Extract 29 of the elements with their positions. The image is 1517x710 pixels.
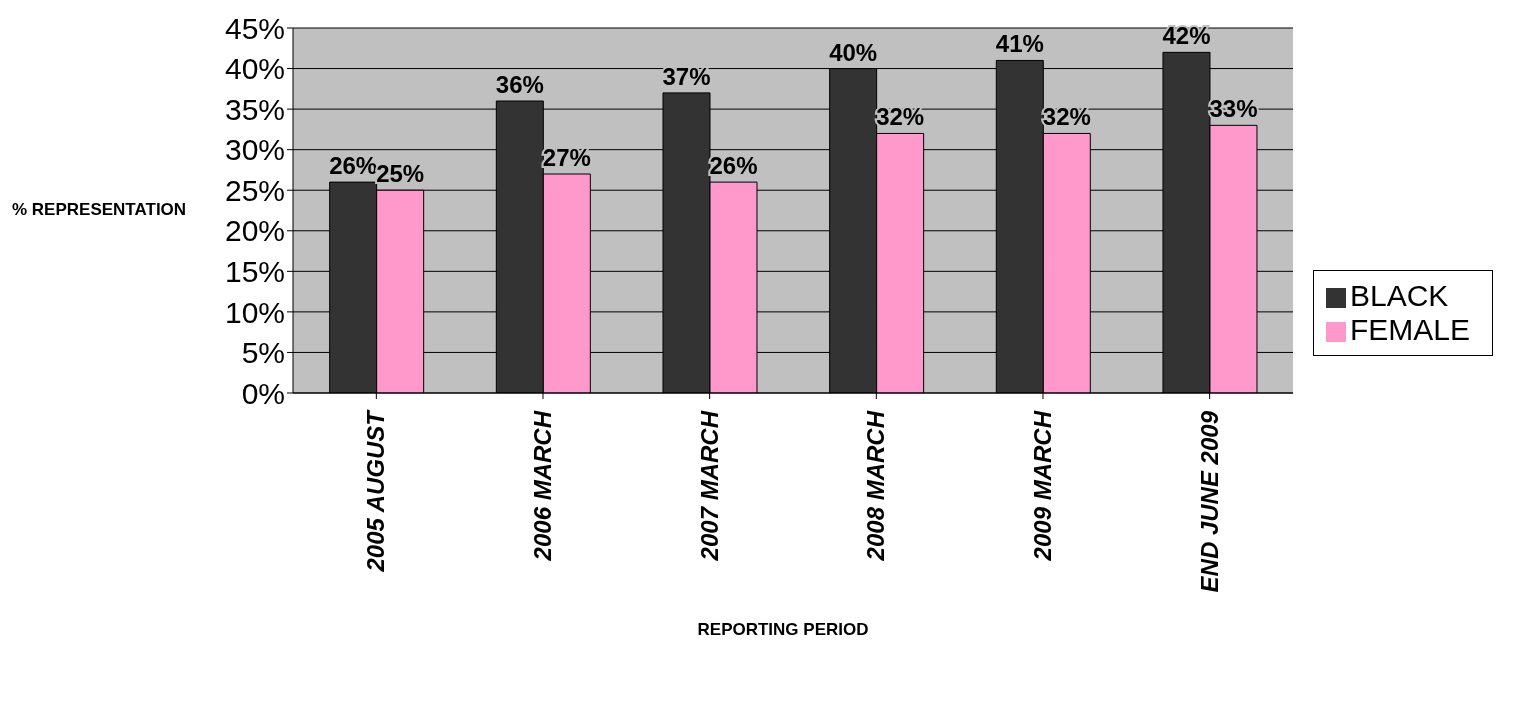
y-tick-label: 45% bbox=[224, 11, 285, 45]
y-tick-label: 30% bbox=[224, 133, 285, 167]
data-label: 37% bbox=[662, 62, 711, 90]
y-tick-label: 0% bbox=[241, 376, 285, 410]
data-label: 26% bbox=[709, 152, 758, 180]
data-label: 32% bbox=[876, 103, 925, 131]
y-tick-label: 10% bbox=[224, 295, 285, 329]
y-tick-label: 40% bbox=[224, 52, 285, 86]
x-axis-title: REPORTING PERIOD bbox=[696, 620, 870, 640]
data-label: 42% bbox=[1162, 22, 1211, 50]
legend-label: BLACK bbox=[1349, 279, 1449, 312]
y-tick-label: 5% bbox=[241, 336, 285, 370]
data-label: 41% bbox=[995, 30, 1044, 58]
y-tick-label: 25% bbox=[224, 173, 285, 207]
x-tick-label: 2007 MARCH bbox=[695, 410, 723, 562]
x-tick-label: 2006 MARCH bbox=[528, 410, 556, 562]
y-tick-label: 15% bbox=[224, 254, 285, 288]
x-tick-label: END JUNE 2009 bbox=[1195, 410, 1223, 593]
x-tick-label: 2009 MARCH bbox=[1028, 410, 1056, 562]
data-label: 26% bbox=[329, 152, 378, 180]
legend-label: FEMALE bbox=[1349, 313, 1470, 346]
data-label: 40% bbox=[829, 38, 878, 66]
y-axis-title: % REPRESENTATION bbox=[12, 200, 187, 220]
y-tick-label: 20% bbox=[224, 214, 285, 248]
y-tick-label: 35% bbox=[224, 92, 285, 126]
data-label: 36% bbox=[495, 71, 544, 98]
x-tick-label: 2005 AUGUST bbox=[362, 408, 390, 573]
data-label: 25% bbox=[376, 160, 425, 188]
x-tick-label: 2008 MARCH bbox=[862, 410, 890, 562]
